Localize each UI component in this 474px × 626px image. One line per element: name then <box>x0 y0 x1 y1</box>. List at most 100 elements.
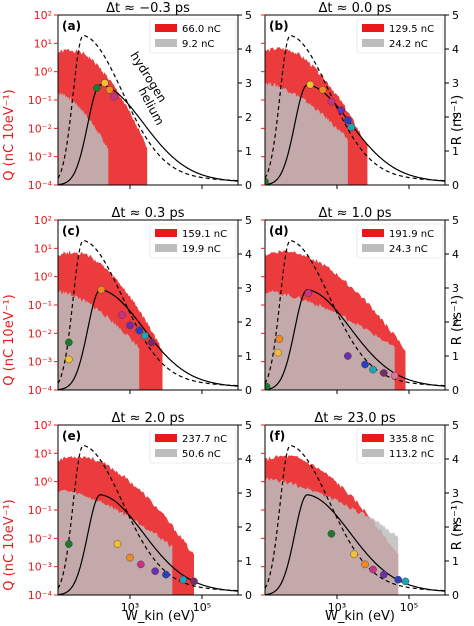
x-axis-label-right: W_kin (eV) <box>325 609 395 624</box>
y2-tick-label: 0 <box>245 179 252 192</box>
y-tick-label: 10⁻³ <box>28 356 52 369</box>
y-tick-label: 10⁰ <box>34 66 53 79</box>
legend-swatch <box>362 244 384 252</box>
panel-f: 0 1 2 3 4 5 10³ 10⁵ Δt ≈ 23.0 ps (f) 335.8 nC 113.2… <box>261 411 459 614</box>
legend-entry: 66.0 nC <box>182 24 221 35</box>
legend-entry: 335.8 nC <box>389 434 434 445</box>
measurement-dot <box>147 338 156 347</box>
y-tick-label: 10⁻² <box>28 532 52 545</box>
plot-area <box>265 444 445 595</box>
y-tick-label: 10¹ <box>34 447 52 460</box>
panel-c: 10⁻⁴ 10⁻³ 10⁻² 10⁻¹ 10⁰ 10¹ 10² 0 1 2 3 4 5 Δt ≈ 0.3 … <box>28 206 252 397</box>
x-tick-label: 10⁵ <box>193 601 211 614</box>
panel-e: 10⁻⁴ 10⁻³ 10⁻² 10⁻¹ 10⁰ 10¹ 10² 0 1 2 3 4 5 10³ 10⁵ Δt … <box>28 411 252 614</box>
legend-entry: 19.9 nC <box>182 244 221 255</box>
y2-tick-label: 5 <box>245 419 252 432</box>
y2-tick-label: 1 <box>245 555 252 568</box>
y2-tick-label: 4 <box>245 248 252 261</box>
helium-model-curve <box>58 84 238 185</box>
measurement-dot <box>93 84 101 92</box>
panel-d: 0 1 2 3 4 5 Δt ≈ 1.0 ps (d) 191.9 nC 24.3 nC <box>261 206 459 397</box>
measurement-dot <box>126 553 134 562</box>
y2-tick-label: 5 <box>245 9 252 22</box>
y2-tick-label: 1 <box>452 145 459 158</box>
hydrogen-model-curve <box>265 34 445 182</box>
y2-tick-label: 0 <box>452 384 459 397</box>
left-axis-label-bottom: Q (nC 10eV⁻¹) <box>2 499 17 590</box>
measurement-dot <box>306 80 314 89</box>
measurement-dot <box>65 338 73 347</box>
measurement-dot <box>97 285 106 294</box>
panel-label: (f) <box>269 429 285 443</box>
x-tick-label: 10³ <box>121 601 139 614</box>
legend-swatch <box>155 434 177 442</box>
measurement-dot <box>265 382 271 390</box>
legend-swatch <box>362 229 384 237</box>
y2-tick-label: 0 <box>452 589 459 602</box>
measurement-dot <box>151 567 159 576</box>
right-axis-label-middle: R (ns⁻¹) <box>450 295 465 345</box>
legend-entry: 113.2 nC <box>389 449 434 460</box>
measurement-dot <box>141 331 149 340</box>
y-tick-label: 10⁻³ <box>28 151 52 164</box>
y2-tick-label: 4 <box>245 43 252 56</box>
legend-entry: 237.7 nC <box>182 434 227 445</box>
legend-swatch <box>155 244 177 252</box>
measurement-dot <box>344 116 352 125</box>
helium-model-curve <box>58 494 238 595</box>
helium-histogram <box>265 81 348 185</box>
measurement-dot <box>162 570 170 579</box>
measurement-dot <box>369 365 377 374</box>
y-tick-label: 10⁻⁴ <box>28 384 53 397</box>
measurement-dot <box>344 352 352 360</box>
panel-b: 0 1 2 3 4 5 Δt ≈ 0.0 ps (b) 129.5 nC 24.2 nC <box>261 1 459 192</box>
shared-labels: Q (nC 10eV⁻¹) Q (nC 10eV⁻¹) Q (nC 10eV⁻¹… <box>2 89 465 624</box>
panel-title: Δt ≈ 23.0 ps <box>314 411 395 426</box>
measurement-dot <box>394 575 402 584</box>
panel-label: (a) <box>62 19 81 33</box>
hydrogen-model-curve <box>58 239 238 387</box>
measurement-dot <box>113 540 122 548</box>
legend: 237.7 nC 50.6 nC <box>149 428 237 464</box>
plot-area <box>58 34 238 185</box>
panel-label: (c) <box>62 224 80 238</box>
legend-entry: 24.2 nC <box>389 39 428 50</box>
y2-tick-label: 1 <box>452 350 459 363</box>
panels: 10⁻⁴ 10⁻³ 10⁻² 10⁻¹ 10⁰ 10¹ 10² 0 1 2 3 4 5 Δt ≈ −0.3… <box>28 1 459 614</box>
y-tick-label: 10⁻¹ <box>28 504 52 517</box>
panel-title: Δt ≈ 0.3 ps <box>112 206 185 221</box>
legend-swatch <box>155 449 177 457</box>
y2-tick-label: 3 <box>452 282 459 295</box>
y2-tick-label: 4 <box>245 453 252 466</box>
panel-label: (b) <box>269 19 289 33</box>
y2-tick-label: 3 <box>452 77 459 90</box>
panel-title: Δt ≈ 0.0 ps <box>319 1 392 16</box>
measurement-dot <box>274 348 282 357</box>
y2-tick-label: 0 <box>245 589 252 602</box>
legend-swatch <box>362 449 384 457</box>
y2-tick-label: 2 <box>245 316 252 329</box>
measurement-dot <box>190 577 198 586</box>
measurement-dot <box>350 550 358 559</box>
y2-tick-label: 0 <box>452 179 459 192</box>
measurement-dot <box>304 289 313 297</box>
measurement-dot <box>401 577 410 586</box>
y-tick-label: 10⁻² <box>28 327 52 340</box>
y2-tick-label: 1 <box>245 145 252 158</box>
legend: 191.9 nC 24.3 nC <box>356 223 444 259</box>
measurement-dot <box>65 355 73 364</box>
measurement-dot <box>318 86 327 94</box>
legend-swatch <box>155 24 177 32</box>
right-axis-label-bottom: R (ns⁻¹) <box>450 500 465 550</box>
y-tick-label: 10⁻¹ <box>28 94 52 107</box>
panel-title: Δt ≈ 1.0 ps <box>319 206 392 221</box>
measurement-dot <box>135 326 143 335</box>
measurement-dot <box>105 86 114 94</box>
hydrogen-model-curve <box>58 34 238 182</box>
legend-swatch <box>155 39 177 47</box>
y2-tick-label: 4 <box>452 43 459 56</box>
measurement-dot <box>110 92 118 101</box>
measurement-dot <box>126 321 134 330</box>
y2-tick-label: 2 <box>452 316 459 329</box>
